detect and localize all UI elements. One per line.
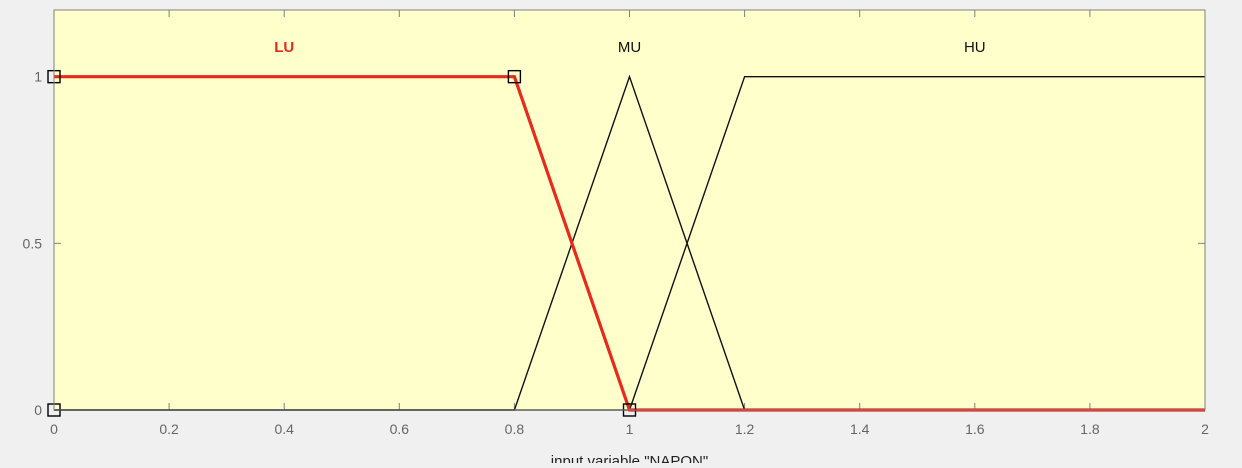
y-tick-label: 0 bbox=[34, 402, 42, 418]
x-tick-label: 0 bbox=[50, 421, 58, 437]
x-tick-label: 2 bbox=[1201, 421, 1209, 437]
x-tick-label: 1.2 bbox=[735, 421, 755, 437]
x-tick-label: 1 bbox=[626, 421, 634, 437]
x-tick-label: 0.8 bbox=[505, 421, 525, 437]
plot-frame bbox=[53, 9, 1206, 411]
mf-label-hu[interactable]: HU bbox=[964, 39, 986, 56]
x-tick-label: 1.8 bbox=[1080, 421, 1100, 437]
x-axis-label: input variable "NAPON" bbox=[551, 453, 708, 463]
series-labels: LU MU HU bbox=[274, 39, 985, 56]
x-tick-labels: 0 0.2 0.4 0.6 0.8 1 1.2 1.4 1.6 1.8 2 bbox=[50, 421, 1209, 437]
y-tick-label: 0.5 bbox=[23, 235, 43, 251]
y-tick-labels: 00.51 bbox=[23, 69, 43, 418]
mf-label-lu[interactable]: LU bbox=[274, 39, 294, 56]
vertex-handle[interactable] bbox=[507, 69, 522, 84]
x-tick-label: 1.4 bbox=[850, 421, 870, 437]
plot-area[interactable] bbox=[54, 10, 1205, 410]
x-tick-label: 0.6 bbox=[390, 421, 410, 437]
mf-label-mu[interactable]: MU bbox=[618, 39, 641, 56]
y-tick-label: 1 bbox=[34, 69, 42, 85]
x-tick-label: 0.4 bbox=[274, 421, 294, 437]
x-tick-label: 1.6 bbox=[965, 421, 985, 437]
x-tick-label: 0.2 bbox=[159, 421, 179, 437]
